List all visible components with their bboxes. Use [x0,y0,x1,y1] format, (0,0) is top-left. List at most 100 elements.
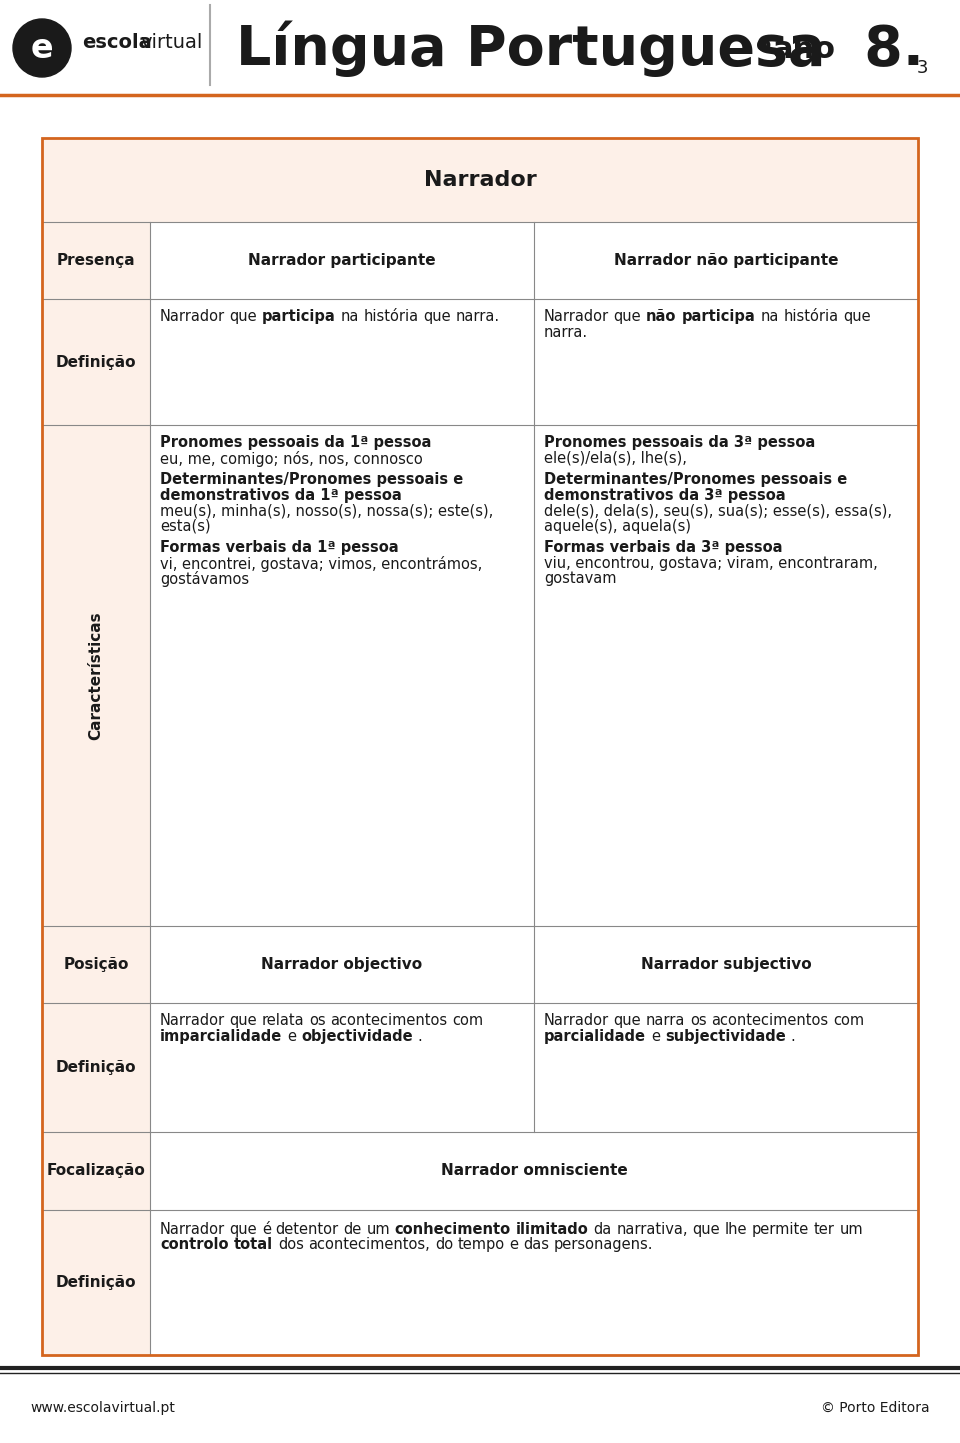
Text: lhe: lhe [725,1222,748,1237]
Text: esta(s): esta(s) [160,519,210,534]
Text: aquele(s), aquela(s): aquele(s), aquela(s) [544,519,691,534]
Text: Narrador: Narrador [544,309,610,325]
Text: Narrador: Narrador [160,309,226,325]
Text: e: e [287,1029,297,1043]
Text: que: que [692,1222,720,1237]
Text: Determinantes/Pronomes pessoais e: Determinantes/Pronomes pessoais e [544,472,848,488]
Text: narrativa,: narrativa, [616,1222,688,1237]
Text: Narrador objectivo: Narrador objectivo [261,957,422,973]
Circle shape [13,19,71,76]
Text: dele(s), dela(s), seu(s), sua(s); esse(s), essa(s),: dele(s), dela(s), seu(s), sua(s); esse(s… [544,504,892,518]
Bar [42,222,150,299]
Text: viu, encontrou, gostava; viram, encontraram,: viu, encontrou, gostava; viram, encontra… [544,556,877,571]
Text: permite: permite [752,1222,809,1237]
Text: 3: 3 [917,59,928,76]
Text: Definição: Definição [56,355,136,369]
Text: Posição: Posição [63,957,129,973]
Text: acontecimentos,: acontecimentos, [308,1237,430,1253]
Text: Pronomes pessoais da 1ª pessoa: Pronomes pessoais da 1ª pessoa [160,436,431,450]
Text: que: que [229,1222,257,1237]
Text: narra.: narra. [456,309,500,325]
Text: que: que [843,309,871,325]
Text: ele(s)/ela(s), lhe(s),: ele(s)/ela(s), lhe(s), [544,450,686,466]
Bar [42,139,918,222]
Text: Narrador: Narrador [160,1013,226,1027]
Text: conhecimento: conhecimento [395,1222,511,1237]
Text: Narrador: Narrador [160,1222,226,1237]
Text: ilimitado: ilimitado [516,1222,588,1237]
Text: personagens.: personagens. [554,1237,653,1253]
Text: escola: escola [82,33,152,52]
Text: gostávamos: gostávamos [160,571,250,587]
Text: Determinantes/Pronomes pessoais e: Determinantes/Pronomes pessoais e [160,472,464,488]
Text: parcialidade: parcialidade [544,1029,646,1043]
Bar [42,1003,150,1133]
Text: Definição: Definição [56,1061,136,1075]
Text: meu(s), minha(s), nosso(s), nossa(s); este(s),: meu(s), minha(s), nosso(s), nossa(s); es… [160,504,493,518]
Bar [42,1209,150,1355]
Text: é: é [262,1222,271,1237]
Text: Narrador omnisciente: Narrador omnisciente [441,1163,628,1179]
Text: tempo: tempo [458,1237,505,1253]
Bar [42,299,150,426]
Text: gostavam: gostavam [544,571,616,586]
Text: acontecimentos: acontecimentos [330,1013,447,1027]
Text: Língua Portuguesa  8.: Língua Portuguesa 8. [236,20,924,78]
Text: narra.: narra. [544,325,588,341]
Text: e: e [651,1029,660,1043]
Text: Narrador não participante: Narrador não participante [613,253,838,268]
Text: acontecimentos: acontecimentos [711,1013,828,1027]
Text: objectividade: objectividade [301,1029,413,1043]
Text: história: história [364,309,419,325]
Text: na: na [341,309,359,325]
Text: © Porto Editora: © Porto Editora [822,1401,930,1416]
Text: e: e [31,32,54,65]
Text: virtual: virtual [140,33,203,52]
Text: vi, encontrei, gostava; vimos, encontrámos,: vi, encontrei, gostava; vimos, encontrám… [160,556,482,571]
Text: os: os [690,1013,707,1027]
Text: na: na [760,309,779,325]
Text: do: do [435,1237,453,1253]
Text: Narrador: Narrador [423,170,537,190]
Text: participa: participa [262,309,336,325]
Text: Pronomes pessoais da 3ª pessoa: Pronomes pessoais da 3ª pessoa [544,436,815,450]
Text: detentor: detentor [276,1222,339,1237]
Text: Narrador participante: Narrador participante [249,253,436,268]
Text: Características: Características [88,612,104,740]
Text: e: e [509,1237,518,1253]
Text: ano: ano [773,35,836,63]
Text: relata: relata [262,1013,304,1027]
Text: com: com [833,1013,864,1027]
Text: que: que [423,309,451,325]
Text: dos: dos [277,1237,303,1253]
Text: narra: narra [646,1013,685,1027]
Text: eu, me, comigo; nós, nos, connosco: eu, me, comigo; nós, nos, connosco [160,450,422,466]
Text: com: com [452,1013,484,1027]
Text: que: que [229,1013,257,1027]
Text: Formas verbais da 3ª pessoa: Formas verbais da 3ª pessoa [544,540,782,556]
Text: Formas verbais da 1ª pessoa: Formas verbais da 1ª pessoa [160,540,398,556]
Text: .: . [418,1029,422,1043]
Text: Focalização: Focalização [47,1163,145,1179]
Text: Narrador subjectivo: Narrador subjectivo [640,957,811,973]
Text: um: um [839,1222,863,1237]
Text: total: total [233,1237,273,1253]
Text: da: da [593,1222,612,1237]
Text: controlo: controlo [160,1237,228,1253]
Text: imparcialidade: imparcialidade [160,1029,282,1043]
Bar [42,1133,150,1209]
Text: ter: ter [814,1222,835,1237]
Text: participa: participa [682,309,756,325]
Text: não: não [646,309,677,325]
Bar [42,925,150,1003]
Text: Presença: Presença [57,253,135,268]
Text: .: . [791,1029,796,1043]
Text: os: os [309,1013,325,1027]
Bar [42,426,150,925]
Text: que: que [613,1013,641,1027]
Text: que: que [613,309,641,325]
Text: das: das [523,1237,549,1253]
Bar [42,139,918,1355]
Text: um: um [367,1222,390,1237]
Text: o: o [756,35,772,55]
